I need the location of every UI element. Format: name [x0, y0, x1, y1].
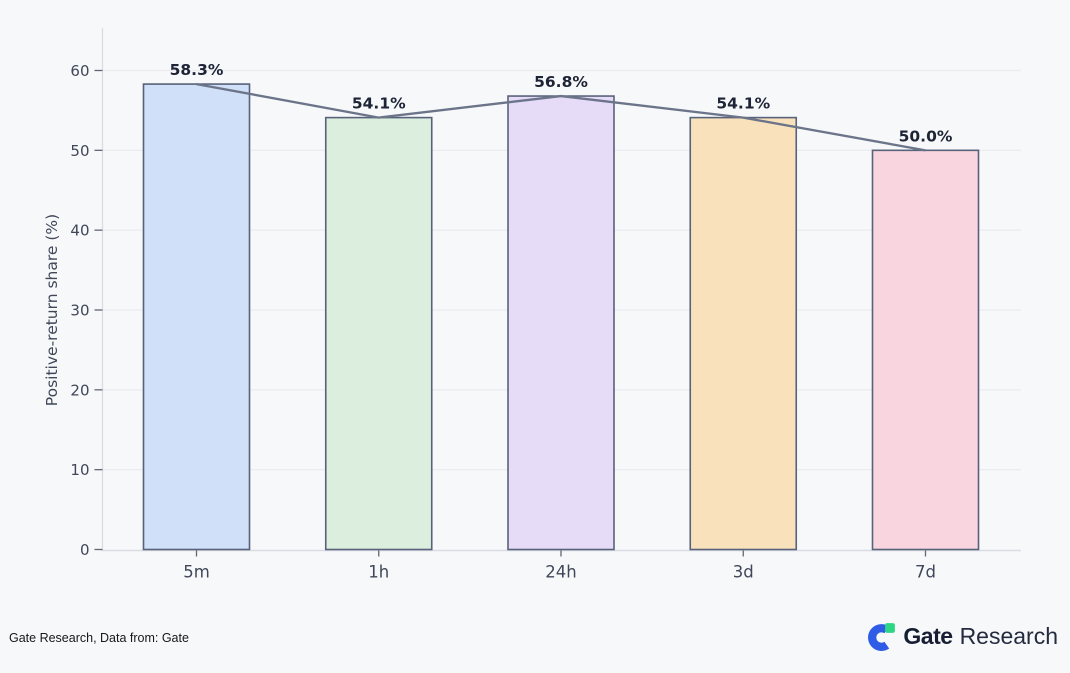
bar-value-label: 56.8% — [534, 73, 588, 91]
y-tick-label: 30 — [70, 302, 89, 320]
bar-value-label: 50.0% — [899, 127, 953, 145]
x-tick-label-5m: 5m — [183, 563, 210, 582]
gate-logo-icon — [868, 623, 896, 651]
bar-line-chart-canvas: 0 10 20 30 40 50 60 Positive-return share (%) 5m… — [43, 28, 1021, 582]
logo-brand-text: Gate — [903, 623, 953, 649]
gate-research-logo: Gate Research — [867, 621, 1058, 652]
x-tick-label-7d: 7d — [915, 563, 936, 582]
footer: Gate Research, Data from: Gate Gate Rese… — [0, 600, 1070, 673]
y-tick-label: 20 — [70, 381, 89, 399]
logo-suffix-text: Research — [959, 623, 1058, 649]
x-tick-label-1h: 1h — [368, 563, 389, 582]
x-tick-label-3d: 3d — [733, 563, 754, 582]
bar-value-label: 58.3% — [170, 61, 224, 79]
y-tick-label: 10 — [70, 461, 89, 479]
bar-value-label: 54.1% — [352, 95, 406, 113]
y-tick-label: 60 — [70, 62, 89, 80]
bar-3d — [689, 116, 798, 551]
y-axis-title: Positive-return share (%) — [43, 214, 61, 406]
trend-line — [196, 82, 926, 152]
source-attribution-text: Gate Research, Data from: Gate — [9, 631, 189, 645]
bar-24h — [507, 95, 615, 551]
bar-1h — [324, 116, 433, 551]
y-tick-label: 0 — [80, 541, 90, 559]
positive-return-share-chart: 0 10 20 30 40 50 60 Positive-return share (%) 5m… — [43, 28, 1021, 582]
bar-5m — [142, 83, 251, 551]
bar-value-label: 54.1% — [716, 95, 770, 113]
y-tick-label: 50 — [70, 142, 89, 160]
y-tick-label: 40 — [70, 222, 89, 240]
x-tick-label-24h: 24h — [545, 563, 576, 582]
bar-7d — [871, 149, 980, 551]
